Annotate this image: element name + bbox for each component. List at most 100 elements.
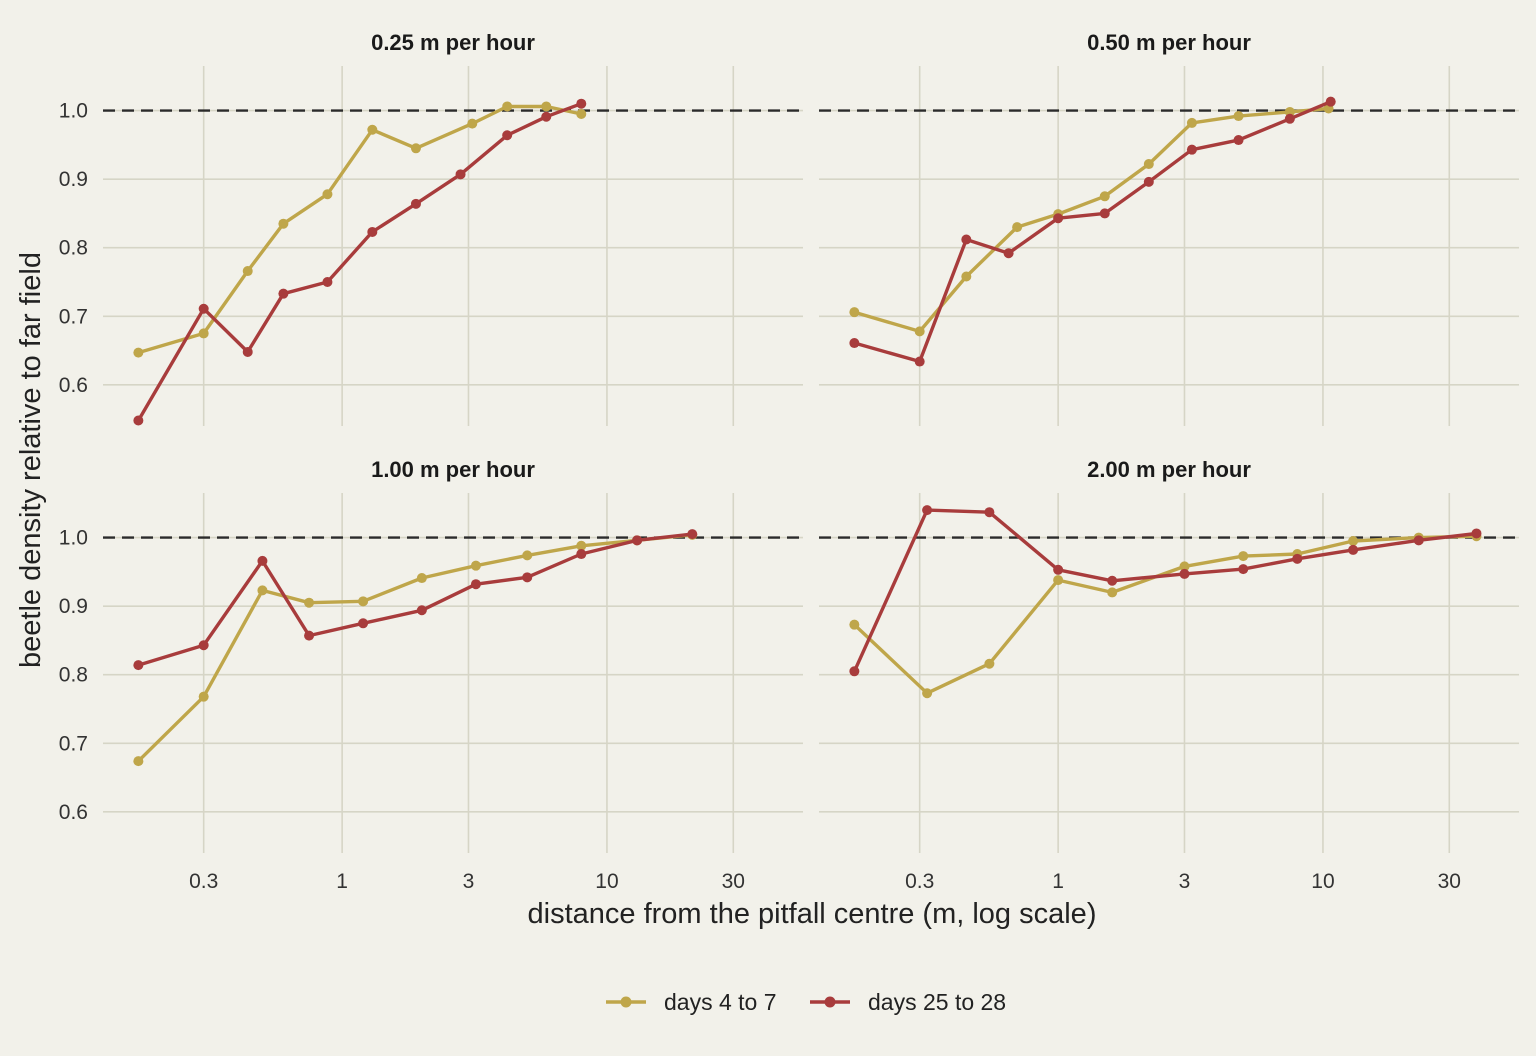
data-point (1053, 213, 1064, 224)
data-point (133, 415, 144, 426)
data-point (198, 691, 209, 702)
data-point (1099, 208, 1110, 219)
x-tick-label: 10 (595, 870, 618, 893)
data-point (1348, 536, 1359, 546)
data-point (914, 326, 925, 337)
y-tick-label: 0.7 (59, 305, 88, 328)
data-point (133, 660, 144, 671)
data-point (257, 555, 268, 566)
data-point (257, 585, 268, 596)
data-point (1233, 111, 1244, 122)
data-point (367, 226, 378, 237)
data-point (416, 605, 427, 616)
data-point (1107, 575, 1118, 586)
data-point (278, 288, 289, 299)
data-point (1284, 113, 1295, 124)
y-tick-label: 0.6 (59, 801, 88, 824)
data-point (849, 307, 860, 318)
x-tick-label: 1 (1052, 870, 1064, 893)
y-axis-title: beetle density relative to far field (15, 252, 47, 668)
y-tick-label: 0.7 (59, 732, 88, 755)
x-tick-label: 3 (463, 870, 475, 893)
data-point (1179, 561, 1190, 572)
x-tick-label: 30 (1438, 870, 1461, 893)
data-point (632, 535, 643, 546)
data-point (576, 109, 587, 119)
data-point (522, 572, 533, 583)
data-point (1233, 135, 1244, 146)
facet-panel: 1.00 m per hour 0.6 0.7 0.8 0.9 1.0 0.3 1 3 10 30 (59, 457, 803, 893)
series-line (852, 106, 1331, 334)
data-point (470, 560, 481, 571)
x-tick-label: 0.3 (905, 870, 934, 893)
data-point (961, 271, 972, 282)
data-point (304, 597, 315, 608)
data-point (1179, 568, 1190, 579)
data-point (576, 98, 587, 109)
data-point (198, 303, 209, 314)
data-point (322, 277, 333, 287)
data-point (455, 169, 466, 180)
data-point (922, 688, 933, 699)
data-point (198, 640, 209, 651)
data-point (467, 118, 478, 129)
data-point (849, 619, 860, 630)
x-tick-label: 3 (1179, 870, 1191, 893)
legend: days 4 to 7 days 25 to 28 (606, 989, 1006, 1015)
y-tick-label: 0.6 (59, 374, 88, 397)
data-point (541, 111, 552, 122)
data-point (470, 579, 481, 590)
x-axis-title: distance from the pitfall centre (m, log… (528, 898, 1097, 930)
panel-title: 0.25 m per hour (371, 30, 535, 55)
data-point (522, 550, 533, 561)
data-point (541, 101, 552, 112)
data-point (322, 189, 333, 200)
data-point (1107, 587, 1118, 598)
data-point (576, 540, 587, 551)
x-tick-label: 1 (336, 870, 348, 893)
data-point (1238, 551, 1249, 562)
data-point (1292, 553, 1303, 564)
y-tick-label: 0.9 (59, 595, 88, 618)
data-point (1471, 528, 1482, 539)
data-point (1284, 106, 1295, 117)
data-point (1143, 159, 1154, 170)
data-point (1186, 144, 1197, 155)
data-point (278, 218, 289, 229)
series-line (136, 532, 694, 667)
data-point (367, 124, 378, 135)
panel-title: 1.00 m per hour (371, 457, 535, 482)
series-line (852, 508, 1479, 673)
legend-swatch-point (824, 996, 836, 1008)
panel-title: 2.00 m per hour (1087, 457, 1251, 482)
y-tick-label: 0.8 (59, 664, 88, 687)
facet-panel: 0.25 m per hour 0.6 0.7 0.8 0.9 1.0 (59, 30, 803, 426)
facet-panel: 0.50 m per hour (819, 30, 1519, 426)
y-tick-label: 1.0 (59, 100, 88, 123)
data-point (914, 356, 925, 367)
facet-panel: 2.00 m per hour 0.3 1 3 10 30 (819, 457, 1519, 893)
data-point (358, 618, 369, 629)
series-line (136, 101, 583, 423)
data-point (410, 143, 421, 154)
data-point (687, 529, 698, 540)
y-tick-label: 0.9 (59, 168, 88, 191)
legend-label: days 25 to 28 (868, 989, 1006, 1015)
data-point (358, 596, 369, 607)
data-point (1053, 564, 1064, 575)
legend-item: days 4 to 7 (606, 989, 777, 1015)
data-point (1325, 96, 1336, 107)
data-point (1053, 575, 1064, 586)
x-tick-label: 30 (722, 870, 745, 893)
data-point (1012, 222, 1023, 233)
x-tick-label: 0.3 (189, 870, 218, 893)
data-point (1238, 564, 1249, 575)
data-point (242, 266, 253, 277)
data-point (416, 573, 427, 584)
data-point (133, 756, 144, 767)
series-line (136, 533, 694, 763)
data-point (961, 234, 972, 245)
legend-item: days 25 to 28 (810, 989, 1006, 1015)
data-point (1413, 535, 1424, 546)
data-point (849, 338, 860, 349)
